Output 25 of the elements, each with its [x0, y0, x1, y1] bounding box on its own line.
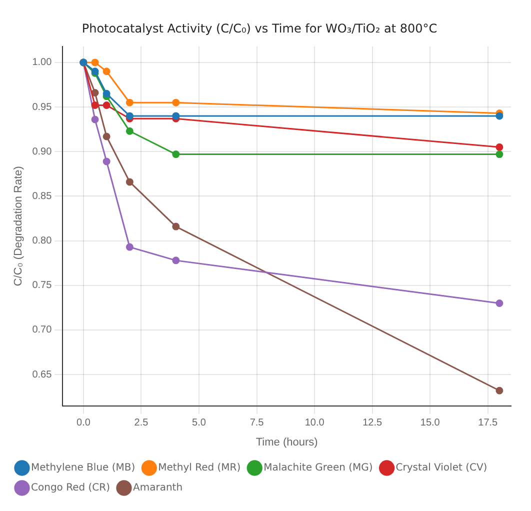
y-tick-label: 0.75 — [32, 280, 52, 292]
chart-title: Photocatalyst Activity (C/C₀) vs Time for WO₃/TiO₂ at 800°C — [82, 21, 438, 36]
legend-label: Malachite Green (MG) — [264, 462, 373, 474]
legend-label: Methyl Red (MR) — [158, 462, 241, 474]
legend-label: Crystal Violet (CV) — [396, 462, 488, 474]
x-tick-label: 2.5 — [134, 418, 149, 429]
y-axis-title: C/C₀ (Degradation Rate) — [12, 166, 25, 286]
legend-label: Methylene Blue (MB) — [31, 462, 136, 474]
y-tick-label: 1.00 — [32, 57, 52, 68]
y-tick-label: 0.70 — [32, 324, 52, 336]
legend-label: Congo Red (CR) — [31, 482, 110, 494]
y-tick-label: 0.80 — [32, 236, 52, 247]
x-axis-title: Time (hours) — [256, 436, 318, 448]
x-tick-label: 17.5 — [478, 418, 498, 429]
x-tick-label: 5.0 — [192, 418, 206, 429]
x-tick-label: 12.5 — [362, 418, 383, 429]
y-tick-label: 0.95 — [32, 102, 52, 113]
y-tick-label: 0.90 — [32, 146, 52, 158]
x-tick-label: 10.0 — [304, 418, 325, 429]
x-tick-label: 0.0 — [76, 418, 91, 429]
legend-label: Amaranth — [132, 482, 183, 494]
y-tick-label: 0.85 — [32, 190, 52, 202]
x-tick-label: 7.5 — [250, 418, 264, 429]
y-tick-label: 0.65 — [32, 369, 52, 380]
x-tick-label: 15.0 — [420, 418, 440, 429]
